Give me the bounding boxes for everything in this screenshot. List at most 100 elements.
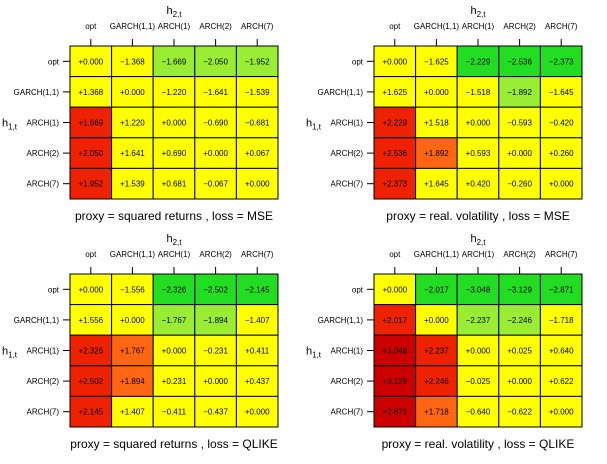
heatmap-cell (194, 106, 237, 139)
cell-value-label: +1.368 (78, 88, 103, 97)
heatmap-cell (111, 167, 154, 200)
heatmap-cell (415, 334, 458, 367)
cell-value-label: −2.145 (245, 285, 270, 294)
heatmap-cell (235, 167, 279, 200)
heatmap-cell (152, 137, 196, 169)
column-tick-label: opt (389, 250, 401, 259)
cell-value-label: +3.048 (382, 347, 407, 356)
cell-value-label: +0.000 (549, 180, 574, 189)
row-axis-title: h1,t (306, 118, 322, 132)
cell-value-label: +0.000 (424, 88, 449, 97)
cell-value-label: +2.237 (424, 347, 449, 356)
cell-value-label: −1.368 (120, 57, 145, 66)
column-tick-label: GARCH(1,1) (110, 22, 156, 31)
cell-value-label: −1.767 (162, 316, 187, 325)
row-tick-label: GARCH(1,1) (14, 88, 60, 97)
cell-value-label: +1.645 (424, 180, 449, 189)
cell-value-label: −1.894 (203, 316, 228, 325)
heatmap-cell (235, 395, 279, 428)
cell-value-label: +1.669 (78, 119, 103, 128)
heatmap-cell (69, 395, 113, 428)
heatmap-cell (498, 167, 541, 200)
column-tick-label: ARCH(7) (241, 22, 274, 31)
cell-value-label: +1.539 (120, 180, 145, 189)
cell-value-label: +2.326 (78, 347, 103, 356)
cell-value-label: +2.017 (382, 316, 407, 325)
cell-value-label: −3.129 (507, 285, 532, 294)
heatmap-cell (498, 137, 541, 169)
heatmap-cell (415, 137, 458, 169)
cell-value-label: +0.000 (382, 285, 407, 294)
cell-value-label: +1.952 (78, 180, 103, 189)
heatmap-cell (415, 365, 458, 397)
cell-value-label: −1.539 (245, 88, 270, 97)
row-tick-label: opt (48, 57, 60, 66)
cell-value-label: +2.246 (424, 377, 449, 386)
column-axis-title: h2,t (470, 5, 486, 19)
heatmap-cell (456, 76, 500, 108)
heatmap-cell (194, 304, 237, 336)
cell-value-label: −0.437 (203, 408, 228, 417)
cell-value-label: +0.000 (382, 57, 407, 66)
row-tick-label: ARCH(7) (331, 180, 364, 189)
cell-value-label: +0.000 (162, 119, 187, 128)
heatmap-cell (152, 273, 196, 306)
cell-value-label: −1.645 (549, 88, 574, 97)
column-tick-label: ARCH(1) (462, 22, 495, 31)
cell-value-label: +0.622 (549, 377, 574, 386)
heatmap-cell (194, 395, 237, 428)
column-tick-label: ARCH(7) (241, 250, 274, 259)
heatmap-cell (111, 106, 154, 139)
heatmap-panel-4: h2,t h1,t +0.000 −2.017 −3.048 −3.129 −2.871 +2… (306, 233, 583, 451)
row-tick-label: ARCH(2) (331, 377, 364, 386)
cell-value-label: +2.871 (382, 408, 407, 417)
cell-value-label: −2.326 (162, 285, 187, 294)
cell-value-label: +1.407 (120, 408, 145, 417)
cell-value-label: −1.518 (466, 88, 491, 97)
cell-value-label: +0.690 (162, 149, 187, 158)
row-axis-title: h1,t (2, 118, 18, 132)
row-tick-label: GARCH(1,1) (318, 316, 364, 325)
heatmap-cell (456, 395, 500, 428)
cell-value-label: +3.129 (382, 377, 407, 386)
cell-value-label: +0.681 (162, 180, 187, 189)
cell-value-label: +0.000 (78, 285, 103, 294)
column-tick-label: ARCH(7) (545, 22, 578, 31)
cell-value-label: −0.622 (507, 408, 532, 417)
cell-value-label: −2.050 (203, 57, 228, 66)
cell-value-label: −1.669 (162, 57, 187, 66)
row-tick-label: ARCH(1) (27, 119, 60, 128)
cell-value-label: +0.000 (120, 316, 145, 325)
row-tick-label: ARCH(1) (27, 347, 60, 356)
column-tick-label: ARCH(2) (503, 250, 536, 259)
cell-value-label: +0.000 (78, 57, 103, 66)
heatmap-cell (539, 365, 583, 397)
cell-value-label: −3.048 (466, 285, 491, 294)
cell-value-label: +0.000 (466, 347, 491, 356)
row-axis-title: h1,t (2, 346, 18, 360)
cell-value-label: −2.017 (424, 285, 449, 294)
cell-value-label: +2.536 (382, 149, 407, 158)
cell-value-label: +0.000 (424, 316, 449, 325)
heatmap-cell (456, 45, 500, 78)
cell-value-label: +0.000 (162, 347, 187, 356)
heatmap-cell (539, 45, 583, 78)
cell-value-label: −1.625 (424, 57, 449, 66)
cell-value-label: +2.373 (382, 180, 407, 189)
cell-value-label: −1.641 (203, 88, 228, 97)
row-tick-label: GARCH(1,1) (14, 316, 60, 325)
heatmap-cell (539, 304, 583, 336)
cell-value-label: +0.025 (507, 347, 532, 356)
heatmap-cell (456, 334, 500, 367)
row-tick-label: ARCH(2) (27, 149, 60, 158)
cell-value-label: +2.502 (78, 377, 103, 386)
cell-value-label: +0.231 (162, 377, 187, 386)
cell-value-label: −0.640 (466, 408, 491, 417)
cell-value-label: +1.892 (424, 149, 449, 158)
column-axis-title: h2,t (166, 5, 182, 19)
heatmap-cell (456, 167, 500, 200)
heatmap-cell (415, 106, 458, 139)
row-tick-label: opt (352, 57, 364, 66)
row-tick-label: ARCH(1) (331, 119, 364, 128)
heatmap-cell (152, 365, 196, 397)
